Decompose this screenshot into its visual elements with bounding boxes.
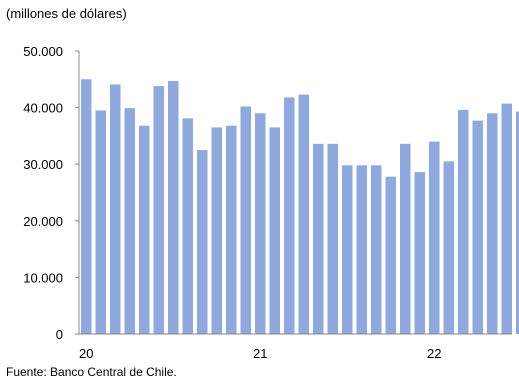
bar-2020-04: [124, 108, 135, 334]
bar-2021-04: [298, 94, 309, 334]
bar-2021-01: [255, 113, 266, 334]
bar-2021-11: [400, 143, 411, 334]
bar-2021-03: [284, 97, 295, 334]
bar-2021-06: [327, 143, 338, 334]
bar-2021-02: [269, 127, 280, 334]
bar-2021-12: [414, 172, 425, 334]
y-tick-label: 10.000: [23, 270, 63, 285]
bar-2020-06: [153, 86, 164, 334]
bar-2022-02: [443, 161, 454, 334]
y-tick-label: 40.000: [23, 101, 63, 116]
bar-2021-07: [342, 165, 353, 334]
bars-group: [81, 79, 519, 335]
bar-2022-05: [487, 113, 498, 334]
bar-2020-11: [226, 125, 237, 335]
bar-2021-09: [371, 165, 382, 334]
bar-2020-09: [197, 150, 208, 334]
x-tick-label: 21: [253, 346, 267, 361]
bar-2022-01: [429, 141, 440, 334]
y-tick-label: 30.000: [23, 157, 63, 172]
bar-2022-06: [501, 103, 512, 334]
source-label: Fuente: Banco Central de Chile.: [6, 365, 177, 379]
x-tick-label: 22: [427, 346, 441, 361]
bar-2022-03: [458, 109, 469, 334]
x-tick-label: 20: [79, 346, 93, 361]
bar-2022-04: [472, 120, 483, 335]
unit-label: (millones de dólares): [6, 6, 127, 21]
bar-2020-01: [81, 79, 92, 334]
y-tick-label: 50.000: [23, 44, 63, 59]
bar-2020-07: [168, 81, 179, 334]
y-tick-labels: 0 10.000 20.000 30.000 40.000 50.000: [23, 44, 63, 342]
bar-2020-10: [211, 127, 222, 334]
bar-2021-10: [385, 176, 396, 334]
bar-2020-12: [240, 106, 251, 334]
y-tick-label: 20.000: [23, 214, 63, 229]
bar-2021-08: [356, 165, 367, 334]
bar-2020-03: [110, 84, 121, 334]
y-tick-label: 0: [56, 327, 63, 342]
bar-2022-07: [516, 111, 519, 334]
x-tick-labels: 20 21 22: [79, 346, 441, 361]
bar-2020-08: [182, 118, 193, 334]
bar-2020-05: [139, 125, 150, 335]
bar-2020-02: [95, 110, 106, 335]
bar-2021-05: [313, 143, 324, 334]
axes-group: [75, 50, 512, 335]
